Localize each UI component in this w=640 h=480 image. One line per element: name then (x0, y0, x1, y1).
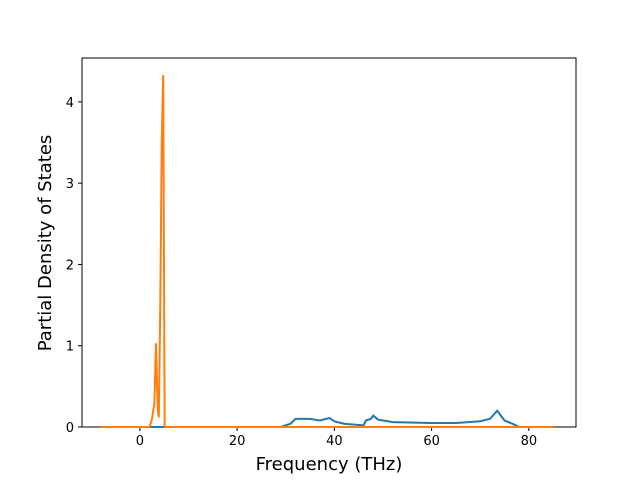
y-tick-label: 4 (66, 96, 74, 111)
series-line (100, 409, 554, 428)
y-tick-label: 3 (66, 177, 74, 192)
x-tick-label: 80 (521, 434, 538, 449)
x-axis-label: Frequency (THz) (256, 454, 403, 475)
y-tick-label: 1 (66, 340, 74, 355)
y-axis-label: Partial Density of States (35, 135, 56, 352)
x-tick-label: 20 (229, 434, 246, 449)
y-tick-label: 0 (66, 421, 74, 436)
x-tick-label: 40 (326, 434, 343, 449)
series-line (100, 75, 554, 428)
x-tick-label: 60 (423, 434, 440, 449)
x-tick-label: 0 (136, 434, 144, 449)
y-tick-label: 2 (66, 258, 74, 273)
